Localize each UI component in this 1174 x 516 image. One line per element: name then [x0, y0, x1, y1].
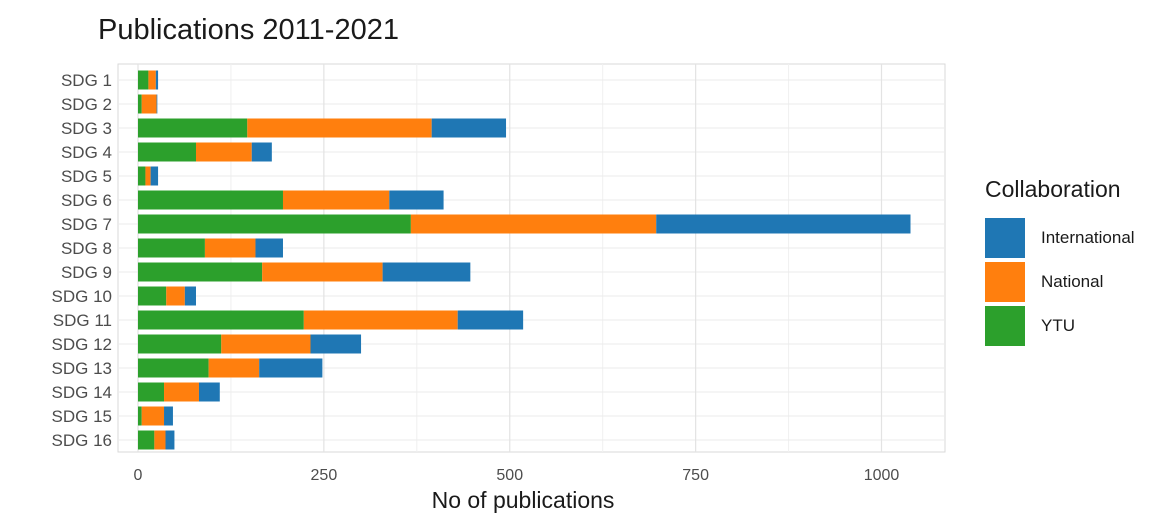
legend: Collaboration International National YTU	[985, 176, 1135, 349]
legend-item-international: International	[985, 217, 1135, 259]
bar-national-sdg-1	[148, 70, 156, 90]
bar-international-sdg-2	[156, 94, 158, 114]
legend-title: Collaboration	[985, 176, 1121, 202]
y-tick-label: SDG 1	[61, 71, 112, 90]
bar-ytu-sdg-14	[138, 382, 165, 402]
y-tick-label: SDG 6	[61, 191, 112, 210]
y-tick-label: SDG 5	[61, 167, 112, 186]
x-tick-label: 250	[311, 467, 338, 484]
bar-international-sdg-6	[389, 190, 444, 210]
bar-international-sdg-4	[251, 142, 272, 162]
bar-ytu-sdg-1	[138, 70, 149, 90]
y-tick-label: SDG 9	[61, 263, 112, 282]
chart-title: Publications 2011-2021	[98, 14, 399, 46]
bar-international-sdg-16	[165, 430, 175, 450]
y-tick-label: SDG 13	[52, 359, 112, 378]
y-tick-label: SDG 16	[52, 431, 112, 450]
y-tick-label: SDG 4	[61, 143, 112, 162]
legend-item-national: National	[985, 261, 1135, 303]
bar-international-sdg-5	[150, 166, 159, 186]
y-tick-label: SDG 8	[61, 239, 112, 258]
y-tick-label: SDG 7	[61, 215, 112, 234]
legend-item-ytu: YTU	[985, 305, 1135, 347]
bar-ytu-sdg-2	[138, 94, 142, 114]
bar-national-sdg-3	[247, 118, 432, 138]
bar-international-sdg-1	[155, 70, 159, 90]
bar-national-sdg-5	[145, 166, 151, 186]
bar-international-sdg-13	[259, 358, 323, 378]
bar-international-sdg-9	[382, 262, 471, 282]
bar-international-sdg-10	[184, 286, 196, 306]
bar-national-sdg-4	[195, 142, 252, 162]
bar-national-sdg-15	[141, 406, 165, 426]
legend-items: International National YTU	[985, 217, 1135, 347]
bar-international-sdg-8	[255, 238, 283, 258]
bar-international-sdg-14	[198, 382, 220, 402]
bar-national-sdg-2	[141, 94, 157, 114]
x-axis-title: No of publications	[432, 487, 615, 513]
legend-label: International	[1041, 228, 1135, 247]
bar-international-sdg-12	[310, 334, 362, 354]
bar-national-sdg-11	[303, 310, 458, 330]
y-tick-label: SDG 3	[61, 119, 112, 138]
bar-international-sdg-15	[164, 406, 173, 426]
bar-international-sdg-3	[431, 118, 507, 138]
bar-national-sdg-8	[204, 238, 256, 258]
bar-national-sdg-12	[221, 334, 311, 354]
legend-label: National	[1041, 272, 1104, 291]
y-tick-label: SDG 14	[52, 383, 112, 402]
bar-national-sdg-7	[410, 214, 657, 234]
bar-ytu-sdg-9	[138, 262, 263, 282]
y-tick-label: SDG 12	[52, 335, 112, 354]
bar-ytu-sdg-16	[138, 430, 155, 450]
y-axis-labels: SDG 1 SDG 2 SDG 3 SDG 4 SDG 5 SDG 6 SDG 7 SDG 8…	[52, 71, 112, 450]
bar-ytu-sdg-11	[138, 310, 304, 330]
legend-key-international	[985, 218, 1025, 258]
x-tick-label: 0	[134, 467, 143, 484]
bars	[138, 70, 911, 450]
legend-key-ytu	[985, 306, 1025, 346]
bar-international-sdg-7	[656, 214, 911, 234]
bar-national-sdg-6	[282, 190, 390, 210]
bar-ytu-sdg-10	[138, 286, 167, 306]
legend-key-national	[985, 262, 1025, 302]
bar-ytu-sdg-15	[138, 406, 142, 426]
x-tick-label: 1000	[864, 467, 900, 484]
y-tick-label: SDG 11	[53, 311, 112, 330]
bar-national-sdg-13	[208, 358, 260, 378]
x-tick-label: 500	[496, 467, 523, 484]
bar-ytu-sdg-6	[138, 190, 283, 210]
bar-ytu-sdg-5	[138, 166, 146, 186]
y-tick-label: SDG 2	[61, 95, 112, 114]
bar-ytu-sdg-13	[138, 358, 209, 378]
bar-ytu-sdg-7	[138, 214, 411, 234]
bar-international-sdg-11	[457, 310, 524, 330]
bar-national-sdg-16	[154, 430, 166, 450]
y-tick-label: SDG 15	[52, 407, 112, 426]
bar-ytu-sdg-8	[138, 238, 205, 258]
x-tick-label: 750	[682, 467, 709, 484]
bar-national-sdg-10	[166, 286, 185, 306]
bar-national-sdg-9	[262, 262, 383, 282]
y-tick-label: SDG 10	[52, 287, 112, 306]
bar-ytu-sdg-12	[138, 334, 222, 354]
bar-ytu-sdg-3	[138, 118, 248, 138]
bar-ytu-sdg-4	[138, 142, 196, 162]
legend-label: YTU	[1041, 316, 1075, 335]
bar-national-sdg-14	[164, 382, 199, 402]
x-axis-labels: 0 250 500 750 1000	[134, 467, 900, 484]
